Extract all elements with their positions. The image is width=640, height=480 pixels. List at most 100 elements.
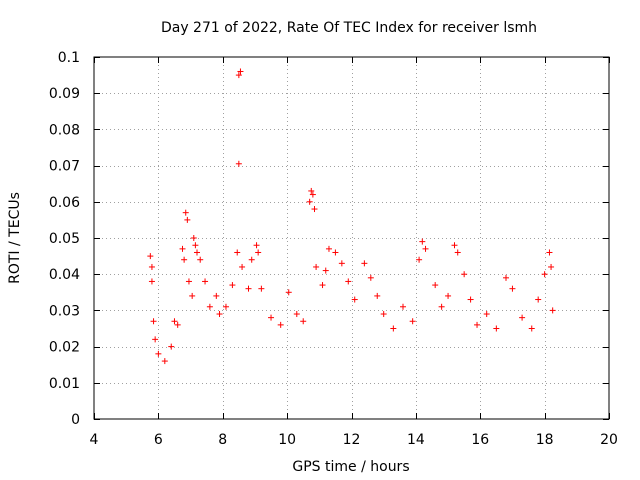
- data-point: [503, 274, 509, 281]
- data-point: [422, 245, 429, 252]
- y-tick-label: 0: [71, 412, 80, 428]
- data-point: [206, 303, 213, 310]
- data-point: [300, 318, 307, 325]
- data-point: [438, 303, 445, 310]
- x-tick-label: 4: [90, 432, 99, 448]
- data-point: [235, 72, 242, 79]
- y-tick-label: 0.03: [49, 303, 80, 319]
- data-point: [213, 292, 220, 299]
- data-point: [306, 198, 313, 205]
- data-point: [311, 206, 318, 213]
- data-point: [409, 318, 416, 325]
- y-tick-label: 0.08: [49, 122, 80, 138]
- data-point: [309, 191, 316, 198]
- data-point: [454, 249, 461, 256]
- data-point: [483, 311, 490, 318]
- x-tick-label: 20: [600, 432, 618, 448]
- data-point: [528, 325, 535, 332]
- data-point: [549, 307, 556, 314]
- data-point: [235, 160, 242, 167]
- data-point: [546, 249, 553, 256]
- data-point: [474, 321, 481, 328]
- y-tick-label: 0.07: [49, 159, 80, 175]
- y-tick-labels: 0 0.01 0.02 0.03 0.04 0.05 0.06 0.07 0.08 0.09 0.1: [49, 50, 80, 428]
- data-point: [535, 296, 542, 303]
- y-tick-label: 0.09: [49, 86, 80, 102]
- data-point: [174, 321, 181, 328]
- data-point: [338, 260, 345, 267]
- x-tick-label: 10: [278, 432, 296, 448]
- data-point: [258, 285, 265, 292]
- data-point: [308, 187, 315, 194]
- data-point: [192, 242, 199, 249]
- data-point: [179, 245, 186, 252]
- data-point: [202, 278, 209, 285]
- data-points: [147, 68, 556, 365]
- data-point: [432, 282, 439, 289]
- x-tick-label: 6: [154, 432, 163, 448]
- data-point: [184, 216, 191, 223]
- y-tick-label: 0.01: [49, 376, 80, 392]
- grid-lines: [94, 57, 609, 419]
- x-tick-label: 14: [407, 432, 425, 448]
- data-point: [152, 336, 159, 343]
- x-tick-label: 18: [536, 432, 554, 448]
- data-point: [150, 318, 157, 325]
- data-point: [445, 292, 452, 299]
- y-axis-title: ROTI / TECUs: [7, 192, 23, 284]
- data-point: [367, 274, 374, 281]
- data-point: [325, 245, 332, 252]
- data-point: [361, 260, 368, 267]
- y-tick-label: 0.05: [49, 231, 80, 247]
- plot-frame: [93, 56, 610, 420]
- data-point: [148, 263, 155, 270]
- data-point: [189, 292, 196, 299]
- data-point: [277, 321, 284, 328]
- data-point: [419, 238, 426, 245]
- data-point: [234, 249, 241, 256]
- y-tick-label: 0.1: [58, 50, 80, 66]
- data-point: [319, 282, 326, 289]
- data-point: [519, 314, 526, 321]
- data-point: [345, 278, 352, 285]
- data-point: [171, 318, 178, 325]
- data-point: [374, 292, 381, 299]
- chart-title: Day 271 of 2022, Rate Of TEC Index for r…: [161, 20, 537, 36]
- data-point: [313, 263, 320, 270]
- data-point: [461, 271, 468, 278]
- x-tick-label: 16: [471, 432, 489, 448]
- x-tick-labels: 4 6 8 10 12 14 16 18 20: [90, 432, 618, 448]
- data-point: [155, 350, 162, 357]
- data-point: [293, 311, 300, 318]
- data-point: [197, 256, 204, 263]
- data-point: [216, 311, 223, 318]
- data-point: [161, 358, 168, 365]
- x-axis-title: GPS time / hours: [292, 459, 409, 475]
- y-tick-label: 0.04: [49, 267, 80, 283]
- data-point: [548, 263, 555, 270]
- data-point: [168, 343, 175, 350]
- data-point: [182, 209, 189, 216]
- y-tick-label: 0.06: [49, 195, 80, 211]
- data-point: [493, 325, 500, 332]
- data-point: [190, 235, 197, 241]
- data-point: [400, 303, 406, 310]
- y-tick-label: 0.02: [49, 340, 80, 356]
- data-point: [239, 263, 246, 270]
- data-point: [416, 256, 423, 263]
- data-point: [268, 314, 275, 321]
- data-point: [148, 278, 155, 285]
- data-point: [390, 325, 397, 332]
- data-point: [322, 267, 329, 274]
- data-point: [332, 249, 339, 256]
- x-tick-label: 12: [343, 432, 361, 448]
- x-tick-label: 8: [218, 432, 227, 448]
- data-point: [248, 256, 255, 263]
- data-point: [245, 285, 252, 292]
- data-point: [229, 282, 236, 289]
- data-point: [255, 249, 262, 256]
- data-point: [237, 68, 244, 75]
- data-point: [194, 249, 200, 256]
- data-point: [380, 311, 387, 318]
